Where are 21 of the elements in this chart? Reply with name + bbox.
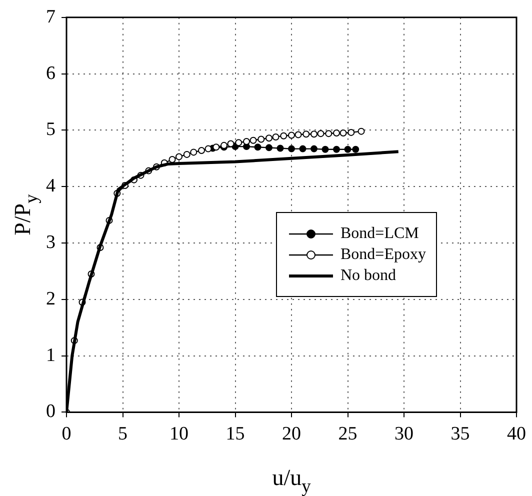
legend-label: Bond=LCM <box>340 224 419 244</box>
y-tick-label: 4 <box>46 176 56 197</box>
y-tick-label: 1 <box>46 344 56 366</box>
x-tick-label: 15 <box>226 424 245 445</box>
x-tick-label: 0 <box>62 424 72 445</box>
x-tick-label: 10 <box>170 424 188 445</box>
y-tick-label: 6 <box>46 62 56 84</box>
y-tick-label: 0 <box>46 401 56 422</box>
x-tick-label: 25 <box>338 424 358 445</box>
y-tick-label: 3 <box>46 232 56 253</box>
y-axis-title: P/Py <box>10 193 41 236</box>
x-tick-label: 35 <box>450 424 470 445</box>
legend-label: Bond=Epoxy <box>340 245 426 266</box>
y-tick-label: 2 <box>46 288 56 310</box>
y-tick-label: 5 <box>46 119 56 140</box>
x-tick-label: 40 <box>507 424 526 445</box>
legend-label: No bond <box>340 266 396 286</box>
x-tick-label: 20 <box>282 424 301 445</box>
y-tick-label: 7 <box>46 6 56 28</box>
x-tick-label: 5 <box>118 424 128 445</box>
x-tick-label: 30 <box>394 424 414 445</box>
